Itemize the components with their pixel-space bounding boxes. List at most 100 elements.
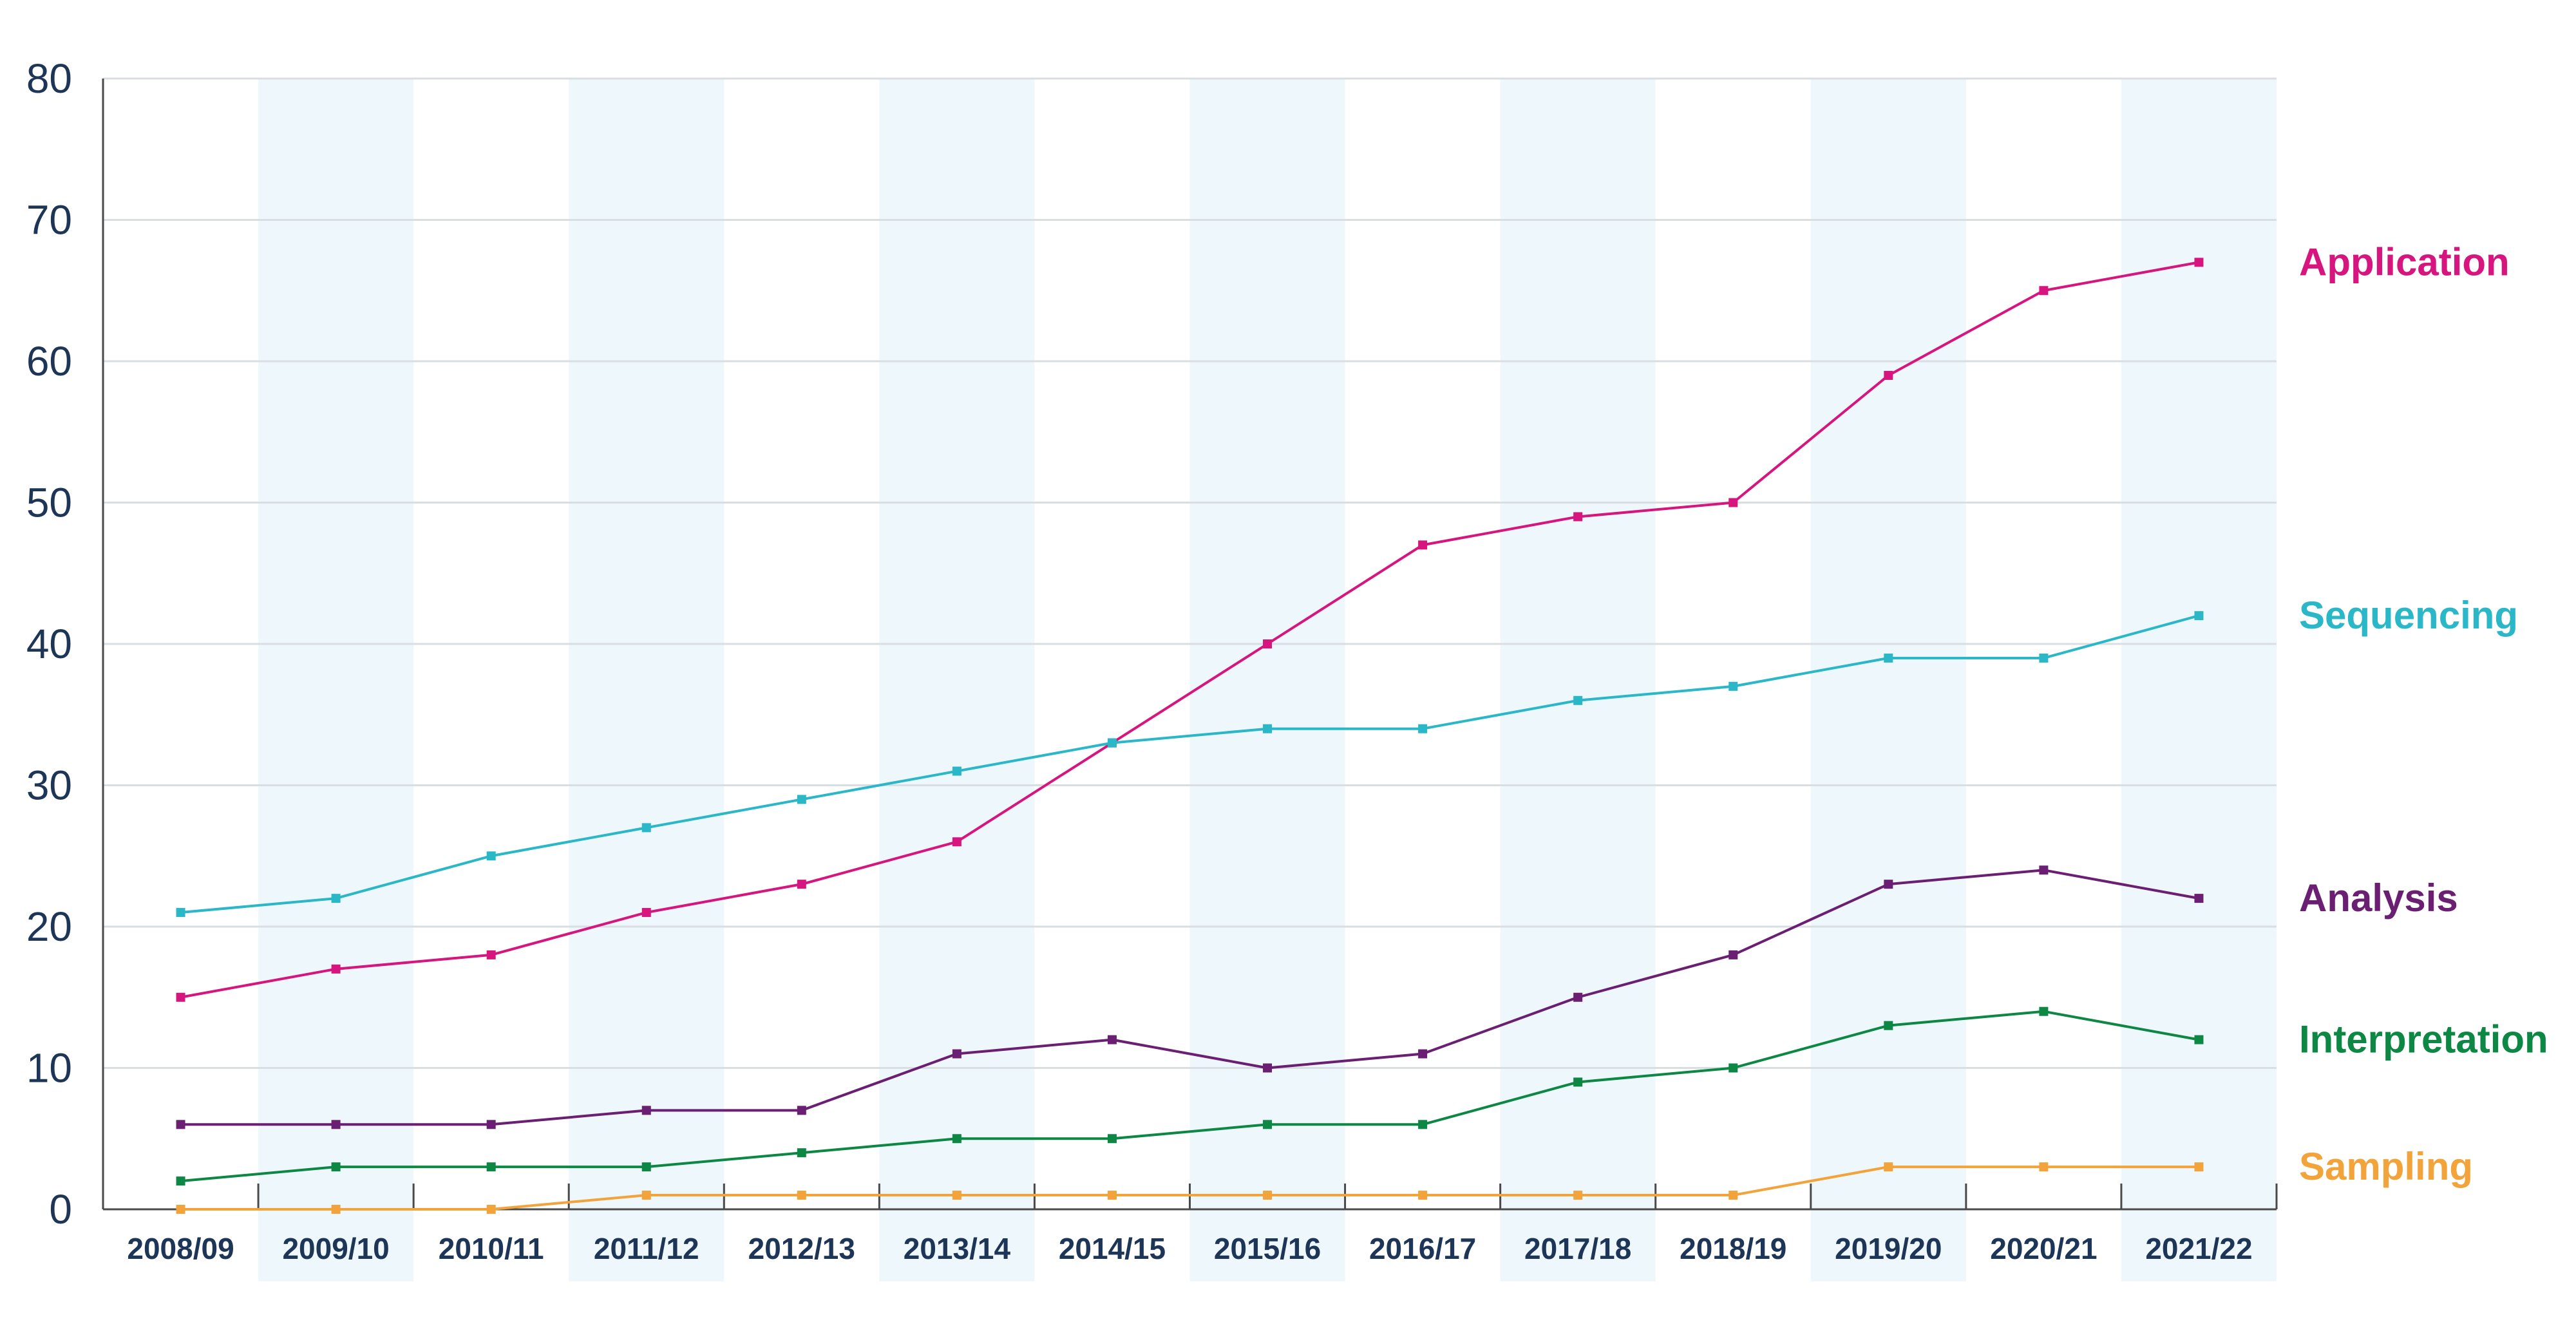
series-line-analysis	[180, 869, 2199, 1126]
x-tick-label-2013-14: 2013/14	[904, 1232, 1011, 1265]
point-sampling-2016-17	[1418, 1191, 1428, 1200]
point-interpretation-2011-12	[641, 1162, 651, 1172]
point-sequencing-2021-22	[2194, 611, 2204, 621]
x-tick-label-2017-18: 2017/18	[1524, 1232, 1631, 1265]
point-analysis-2011-12	[641, 1106, 651, 1115]
series-label-sampling: Sampling	[2299, 1145, 2473, 1188]
x-tick-label-2018-19: 2018/19	[1680, 1232, 1786, 1265]
point-application-2019-20	[1884, 370, 1893, 380]
point-sampling-2021-22	[2194, 1162, 2204, 1172]
x-tick-label-2019-20: 2019/20	[1835, 1232, 1942, 1265]
series-line-sampling	[180, 1166, 2199, 1211]
x-tick-label-2008-09: 2008/09	[127, 1232, 234, 1265]
series-label-application: Application	[2299, 240, 2510, 283]
point-sequencing-2019-20	[1884, 653, 1893, 663]
point-analysis-2016-17	[1418, 1049, 1428, 1059]
point-analysis-2015-16	[1263, 1063, 1273, 1073]
series-line-application	[180, 261, 2199, 999]
point-sequencing-2010-11	[486, 851, 496, 861]
x-tick-label-2015-16: 2015/16	[1214, 1232, 1321, 1265]
column-band-2009-10	[258, 79, 414, 1281]
point-sampling-2008-09	[176, 1205, 185, 1214]
point-sampling-2020-21	[2039, 1162, 2049, 1172]
point-sampling-2014-15	[1107, 1191, 1117, 1200]
point-sampling-2010-11	[486, 1205, 496, 1214]
point-sequencing-2014-15	[1107, 738, 1117, 748]
point-interpretation-2018-19	[1728, 1063, 1738, 1073]
y-tick-label-80: 80	[26, 55, 72, 102]
point-analysis-2012-13	[797, 1106, 806, 1115]
point-sampling-2009-10	[331, 1205, 341, 1214]
series-label-analysis: Analysis	[2299, 876, 2458, 920]
x-tick-label-2012-13: 2012/13	[748, 1232, 855, 1265]
column-band-2017-18	[1500, 79, 1656, 1281]
point-sampling-2011-12	[641, 1191, 651, 1200]
y-tick-label-60: 60	[26, 338, 72, 384]
point-analysis-2013-14	[952, 1049, 961, 1059]
x-tick-label-2009-10: 2009/10	[282, 1232, 389, 1265]
series-interpretation	[176, 1006, 2204, 1186]
point-interpretation-2021-22	[2194, 1035, 2204, 1044]
point-interpretation-2020-21	[2039, 1006, 2049, 1016]
series-label-interpretation: Interpretation	[2299, 1018, 2548, 1061]
point-sequencing-2017-18	[1573, 695, 1583, 705]
point-interpretation-2012-13	[797, 1148, 806, 1158]
point-sequencing-2020-21	[2039, 653, 2049, 663]
point-sequencing-2018-19	[1728, 681, 1738, 691]
x-tick-labels: 2008/09 2009/10 2010/11 2011/12 2012/13 2013/…	[127, 1232, 2252, 1265]
point-sampling-2018-19	[1728, 1191, 1738, 1200]
column-band-2019-20	[1810, 79, 1966, 1281]
point-application-2009-10	[331, 964, 341, 974]
y-tick-label-50: 50	[26, 480, 72, 526]
x-tick-label-2016-17: 2016/17	[1369, 1232, 1476, 1265]
point-sequencing-2013-14	[952, 766, 961, 776]
point-analysis-2020-21	[2039, 865, 2049, 875]
y-tick-label-10: 10	[26, 1045, 72, 1091]
y-tick-label-70: 70	[26, 197, 72, 243]
point-application-2010-11	[486, 950, 496, 959]
point-analysis-2009-10	[331, 1120, 341, 1129]
x-tick-label-2020-21: 2020/21	[1990, 1232, 2097, 1265]
series-analysis	[176, 865, 2204, 1129]
point-application-2017-18	[1573, 512, 1583, 522]
point-interpretation-2010-11	[486, 1162, 496, 1172]
point-sampling-2017-18	[1573, 1191, 1583, 1200]
series-sampling	[176, 1162, 2204, 1214]
x-tick-label-2010-11: 2010/11	[439, 1232, 544, 1265]
point-sampling-2019-20	[1884, 1162, 1893, 1172]
point-interpretation-2016-17	[1418, 1120, 1428, 1129]
point-analysis-2008-09	[176, 1120, 185, 1129]
series-sequencing	[176, 611, 2204, 918]
point-interpretation-2008-09	[176, 1176, 185, 1186]
y-tick-label-0: 0	[49, 1186, 72, 1232]
point-sampling-2012-13	[797, 1191, 806, 1200]
column-band-2011-12	[569, 79, 724, 1281]
point-interpretation-2013-14	[952, 1134, 961, 1144]
point-application-2021-22	[2194, 258, 2204, 267]
y-tick-label-20: 20	[26, 903, 72, 950]
point-application-2013-14	[952, 837, 961, 847]
point-sampling-2015-16	[1263, 1191, 1273, 1200]
point-application-2008-09	[176, 992, 185, 1002]
x-tick-label-2021-22: 2021/22	[2145, 1232, 2252, 1265]
y-tick-label-30: 30	[26, 762, 72, 809]
point-sequencing-2012-13	[797, 795, 806, 804]
point-interpretation-2009-10	[331, 1162, 341, 1172]
point-sequencing-2015-16	[1263, 724, 1273, 733]
point-application-2012-13	[797, 880, 806, 889]
column-bands	[258, 79, 2277, 1281]
series-line-interpretation	[180, 1010, 2199, 1183]
point-interpretation-2015-16	[1263, 1120, 1273, 1129]
point-application-2016-17	[1418, 540, 1428, 550]
series-line-sequencing	[180, 614, 2199, 914]
point-sequencing-2016-17	[1418, 724, 1428, 733]
point-application-2018-19	[1728, 498, 1738, 507]
point-sequencing-2009-10	[331, 894, 341, 903]
point-sequencing-2011-12	[641, 823, 651, 833]
point-application-2011-12	[641, 908, 651, 918]
gridlines	[103, 77, 2277, 1069]
column-band-2015-16	[1189, 79, 1345, 1281]
point-application-2015-16	[1263, 639, 1273, 648]
